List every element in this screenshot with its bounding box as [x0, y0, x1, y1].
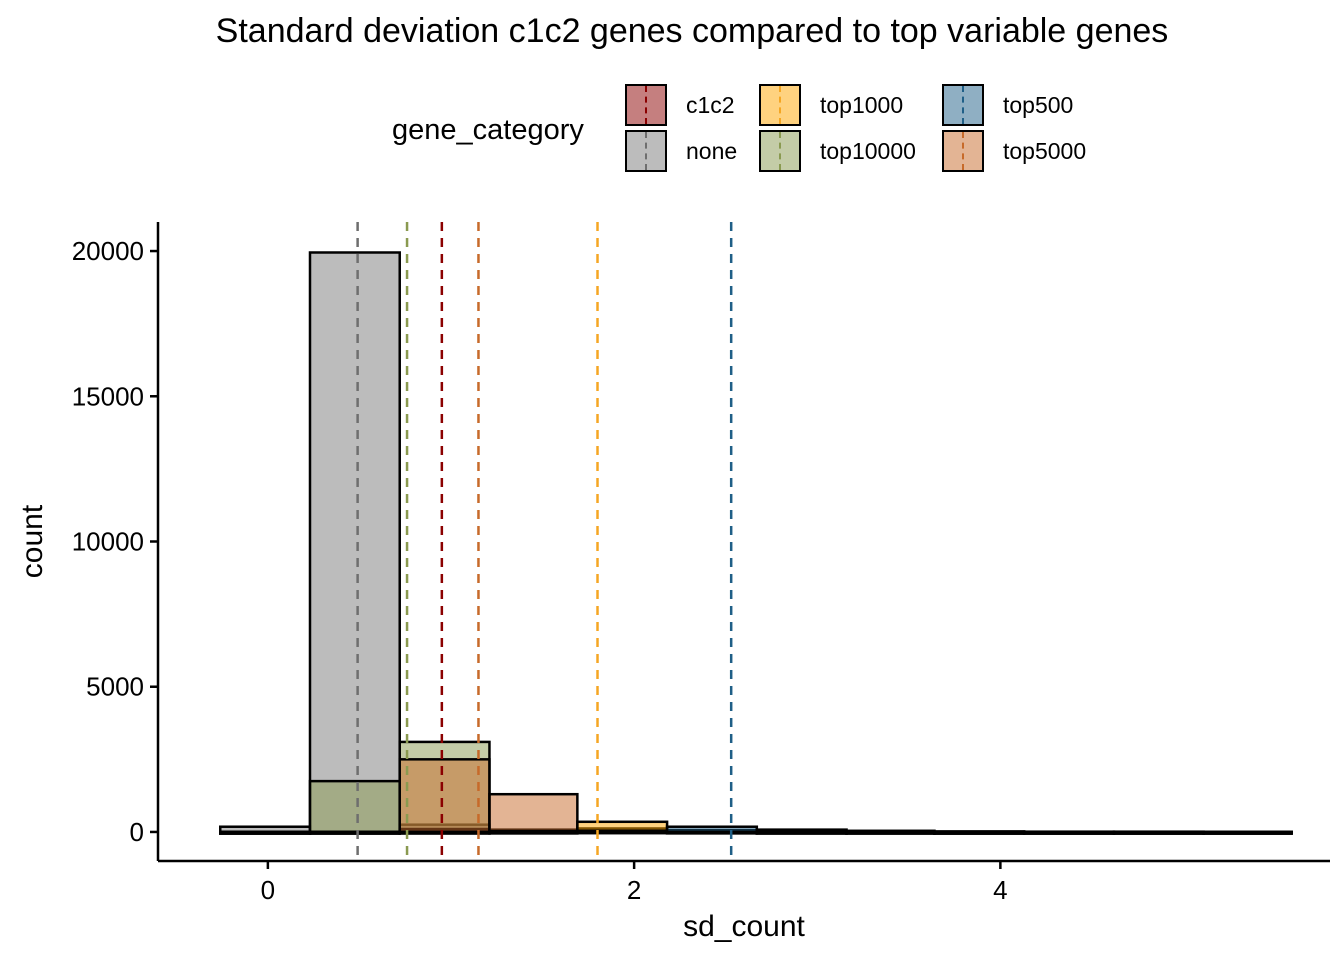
y-tick-label: 0 [130, 817, 144, 847]
legend: gene_category c1c2 top1000 top500 none t… [0, 0, 1344, 190]
bar-top5000-3 [488, 792, 579, 834]
bar-top10000-1 [308, 779, 401, 834]
bar-top500-0 [219, 830, 312, 835]
legend-key-top5000 [942, 130, 984, 172]
x-tick-label: 4 [993, 875, 1007, 905]
legend-key-top10000 [759, 130, 801, 172]
legend-label: top1000 [820, 92, 904, 118]
legend-title: gene_category [392, 114, 584, 146]
bar-top5000-2 [398, 758, 491, 834]
legend-label: c1c2 [686, 92, 735, 118]
legend-key-top1000 [759, 84, 801, 126]
legend-label: top10000 [820, 138, 916, 164]
bar-top500-8 [933, 830, 1026, 835]
bar-top500-6 [755, 828, 848, 834]
y-tick-label: 20000 [72, 236, 144, 266]
bar-top500-2 [398, 830, 491, 835]
bar-top500-10 [1112, 830, 1205, 835]
x-tick-label: 0 [261, 875, 275, 905]
legend-label: top500 [1003, 92, 1074, 118]
legend-label: none [686, 138, 738, 164]
bar-top500-4 [576, 829, 669, 834]
bar-top500-9 [1022, 830, 1116, 835]
bar-none-1 [308, 251, 401, 834]
bar-top500-3 [488, 830, 579, 835]
legend-key-none [625, 130, 667, 172]
x-axis-title: sd_count [683, 910, 805, 943]
bar-top500-7 [845, 829, 936, 834]
y-axis-title: count [16, 504, 49, 578]
legend-key-top500 [942, 84, 984, 126]
bar-top500-11 [1202, 830, 1293, 835]
legend-key-c1c2 [625, 84, 667, 126]
bar-top500-5 [665, 825, 759, 834]
legend-label: top5000 [1003, 138, 1087, 164]
x-tick-label: 2 [627, 875, 641, 905]
chart-title: Standard deviation c1c2 genes compared t… [215, 12, 1169, 50]
y-tick-label: 5000 [86, 672, 144, 702]
bar-top500-1 [308, 830, 401, 835]
y-tick-label: 10000 [72, 527, 144, 557]
y-tick-label: 15000 [72, 381, 144, 411]
